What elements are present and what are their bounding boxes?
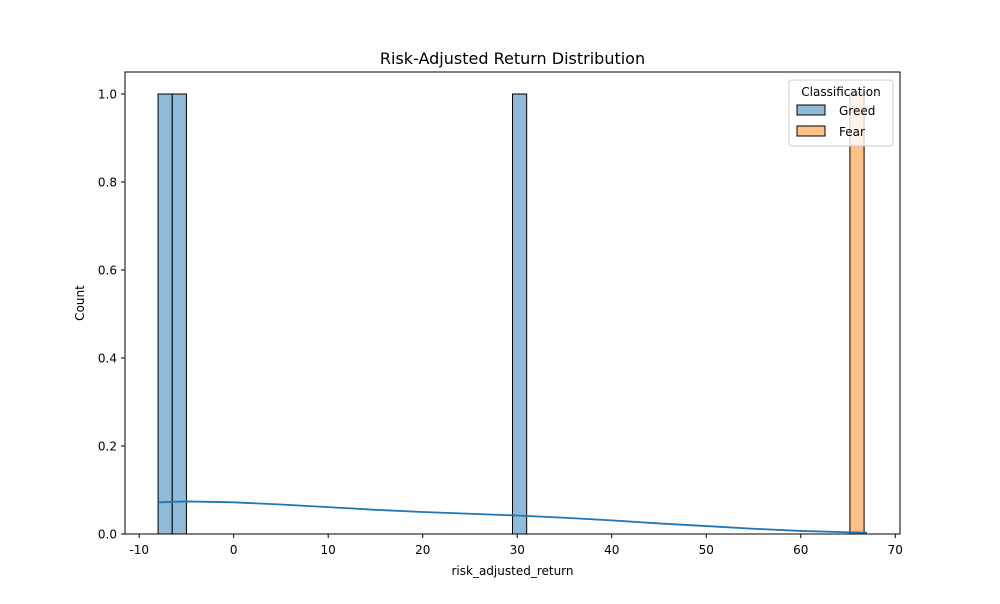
chart-title: Risk-Adjusted Return Distribution [380, 49, 645, 68]
y-tick-label: 0.8 [98, 176, 117, 190]
bar-greed-0 [157, 93, 173, 535]
x-tick-label: 0 [230, 543, 238, 557]
y-tick-label: 0.2 [98, 440, 117, 454]
x-tick-label: 20 [415, 543, 430, 557]
y-tick-label: 0.4 [98, 352, 117, 366]
kde-line-greed [158, 500, 867, 534]
legend: Classification Greed Fear [788, 79, 894, 147]
y-axis-label: Count [73, 285, 87, 321]
x-axis-label: risk_adjusted_return [451, 564, 573, 578]
bars-layer [157, 93, 865, 535]
x-tick-label: 60 [793, 543, 808, 557]
y-tick-label: 1.0 [98, 88, 117, 102]
bar-greed-1 [171, 93, 187, 535]
y-axis-ticks: 0.0 0.2 0.4 0.6 0.8 1.0 [98, 88, 125, 542]
x-tick-label: 50 [699, 543, 714, 557]
x-tick-label: 40 [604, 543, 619, 557]
axes-frame [124, 71, 901, 535]
bar-fear-0 [849, 93, 865, 535]
bar-greed-2 [512, 93, 528, 535]
y-tick-label: 0.0 [98, 528, 117, 542]
x-tick-label: 30 [510, 543, 525, 557]
legend-label-fear: Fear [839, 125, 865, 139]
kde-layer [158, 500, 867, 534]
x-tick-label: -10 [129, 543, 149, 557]
x-axis-ticks: -10 0 10 20 30 40 50 60 70 [129, 534, 903, 557]
plot-area: -10 0 10 20 30 40 50 60 70 0.0 0.2 0.4 0.6 0.8 1.0 [98, 71, 903, 557]
legend-swatch-fear [796, 125, 826, 137]
x-tick-label: 70 [888, 543, 903, 557]
legend-title: Classification [801, 85, 880, 99]
legend-label-greed: Greed [839, 104, 875, 118]
x-tick-label: 10 [321, 543, 336, 557]
legend-swatch-greed [796, 104, 826, 116]
y-tick-label: 0.6 [98, 264, 117, 278]
